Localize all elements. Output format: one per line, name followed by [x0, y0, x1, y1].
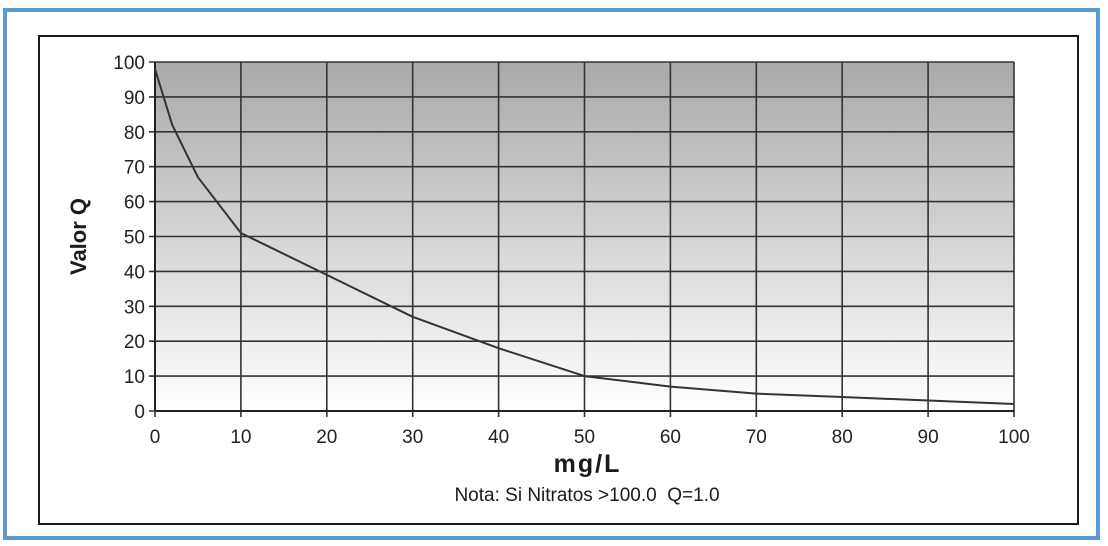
axes: [154, 62, 1014, 412]
y-tick-label: 60: [124, 193, 145, 214]
y-tick-label: 0: [134, 402, 145, 423]
x-axis-label: mg/L: [554, 450, 622, 478]
x-tick-label: 80: [832, 427, 853, 448]
x-tick-label: 0: [150, 427, 161, 448]
y-tick-label: 50: [124, 228, 145, 249]
y-tick-label: 90: [124, 88, 145, 109]
x-tick-label: 30: [402, 427, 423, 448]
tick-labels: 0 10 20 30 40 50 60 70 80 90 100 0 10 20 30 40 50 60 70 80 9…: [113, 53, 1030, 448]
x-tick-label: 90: [918, 427, 939, 448]
y-tick-label: 80: [124, 123, 145, 144]
x-tick-label: 40: [488, 427, 509, 448]
x-tick-label: 50: [574, 427, 595, 448]
y-axis-label: Valor Q: [66, 198, 91, 275]
series-group: [154, 68, 1015, 405]
y-tick-label: 100: [113, 53, 145, 74]
x-tick-label: 100: [998, 427, 1030, 448]
x-tick-label: 20: [316, 427, 337, 448]
y-tick-label: 20: [124, 332, 145, 353]
y-tick-label: 70: [124, 158, 145, 179]
x-tick-label: 70: [746, 427, 767, 448]
chart-note: Nota: Si Nitratos >100.0 Q=1.0: [454, 485, 719, 506]
y-tick-label: 10: [124, 367, 145, 388]
x-tick-label: 60: [660, 427, 681, 448]
series-line: [154, 68, 1015, 405]
y-tick-label: 30: [124, 297, 145, 318]
y-tick-label: 40: [124, 262, 145, 283]
x-tick-label: 10: [230, 427, 251, 448]
